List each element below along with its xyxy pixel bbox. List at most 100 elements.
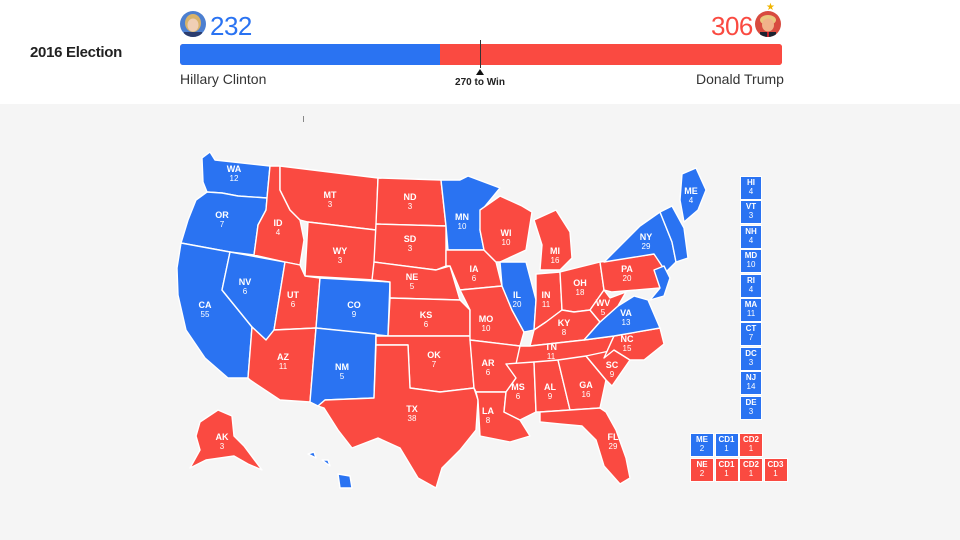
district-box[interactable]: CD2 1: [739, 433, 763, 457]
state-ev-label: 3: [338, 256, 343, 265]
state-label: ME: [684, 186, 698, 196]
state-box[interactable]: RI 4: [740, 273, 762, 298]
state-label: KS: [420, 310, 433, 320]
state-me[interactable]: [679, 167, 707, 223]
state-label: SD: [404, 234, 417, 244]
state-ev-label: 55: [201, 310, 210, 319]
state-ev-label: 6: [516, 392, 521, 401]
state-ga[interactable]: [557, 355, 607, 411]
state-hi1[interactable]: [307, 451, 317, 459]
state-label: TN: [545, 342, 557, 352]
state-label: MO: [479, 314, 494, 324]
district-box[interactable]: CD3 1: [763, 457, 788, 482]
state-box[interactable]: VT 3: [740, 200, 762, 225]
threshold-line: [480, 40, 481, 68]
state-box[interactable]: NJ 14: [740, 371, 762, 396]
state-mid-atl[interactable]: [649, 265, 671, 301]
state-label: NV: [239, 277, 252, 287]
state-label: CA: [199, 300, 212, 310]
state-label: WA: [227, 164, 242, 174]
state-label: NM: [335, 362, 349, 372]
district-box[interactable]: CD1 1: [714, 457, 739, 482]
state-label: IA: [470, 264, 480, 274]
state-ak[interactable]: [189, 409, 263, 471]
state-il[interactable]: [499, 261, 537, 333]
page-title: 2016 Election: [30, 44, 122, 61]
state-ev-label: 12: [230, 174, 239, 183]
state-ev-label: 8: [486, 416, 491, 425]
state-hi3[interactable]: [337, 473, 353, 489]
state-ev-label: 16: [551, 256, 560, 265]
rep-bar-segment: [440, 44, 782, 65]
state-ev-label: 6: [424, 320, 429, 329]
state-label: NY: [640, 232, 653, 242]
star-icon: ★: [766, 2, 775, 13]
candidate-portrait-icon: [180, 11, 206, 37]
state-ev-label: 9: [548, 392, 553, 401]
state-label: AK: [216, 432, 229, 442]
state-label: LA: [482, 406, 494, 416]
rep-candidate-name: Donald Trump: [696, 71, 784, 87]
state-ev-label: 6: [243, 287, 248, 296]
threshold-label: 270 to Win: [455, 77, 505, 88]
district-box[interactable]: CD1 1: [714, 433, 739, 457]
state-label: AZ: [277, 352, 289, 362]
state-label: MS: [511, 382, 525, 392]
rep-vote-count: 306: [711, 11, 753, 41]
state-label: FL: [608, 432, 619, 442]
state-hi2[interactable]: [321, 459, 331, 467]
state-ev-label: 3: [328, 200, 333, 209]
district-box[interactable]: ME 2: [690, 433, 714, 457]
state-label: IL: [513, 290, 522, 300]
state-label: ID: [274, 218, 284, 228]
state-label: GA: [579, 380, 593, 390]
state-ev-label: 6: [486, 368, 491, 377]
state-ev-label: 13: [622, 318, 631, 327]
state-ev-label: 8: [562, 328, 567, 337]
state-label: MI: [550, 246, 560, 256]
candidate-portrait-icon: [755, 11, 781, 37]
dem-bar-segment: [180, 44, 441, 65]
state-label: OH: [573, 278, 587, 288]
state-box[interactable]: NH 4: [740, 224, 762, 249]
state-wi[interactable]: [479, 195, 533, 263]
state-ev-label: 9: [352, 310, 357, 319]
state-ev-label: 11: [279, 362, 288, 371]
state-ev-label: 3: [408, 244, 413, 253]
district-box[interactable]: CD2 1: [739, 457, 763, 482]
state-ev-label: 3: [408, 202, 413, 211]
state-box[interactable]: HI 4: [740, 176, 762, 200]
state-ev-label: 5: [601, 308, 606, 317]
state-ev-label: 18: [576, 288, 585, 297]
state-label: WY: [333, 246, 348, 256]
state-ev-label: 10: [482, 324, 491, 333]
district-box[interactable]: NE 2: [690, 457, 714, 482]
state-label: AR: [482, 358, 495, 368]
state-label: OR: [215, 210, 229, 220]
state-label: MN: [455, 212, 469, 222]
state-mi[interactable]: [533, 209, 573, 271]
state-label: AL: [544, 382, 556, 392]
state-ev-label: 3: [220, 442, 225, 451]
state-box[interactable]: DE 3: [740, 395, 762, 420]
state-ev-label: 16: [582, 390, 591, 399]
state-label: IN: [542, 290, 551, 300]
threshold-marker-icon: [476, 69, 484, 75]
state-label: WI: [501, 228, 512, 238]
state-ne-eng[interactable]: [659, 205, 689, 263]
electoral-vote-bar: [180, 44, 782, 65]
state-box[interactable]: DC 3: [740, 346, 762, 371]
state-box[interactable]: MD 10: [740, 249, 762, 274]
state-ev-label: 38: [408, 414, 417, 423]
state-tx[interactable]: [317, 344, 479, 489]
state-ev-label: 5: [340, 372, 345, 381]
state-ev-label: 9: [610, 370, 615, 379]
state-ev-label: 11: [547, 352, 556, 361]
state-fl[interactable]: [539, 407, 631, 485]
state-box[interactable]: MA 11: [740, 298, 762, 322]
state-label: OK: [427, 350, 441, 360]
state-box[interactable]: CT 7: [740, 322, 762, 347]
state-label: SC: [606, 360, 619, 370]
state-ev-label: 10: [502, 238, 511, 247]
state-ev-label: 4: [276, 228, 281, 237]
